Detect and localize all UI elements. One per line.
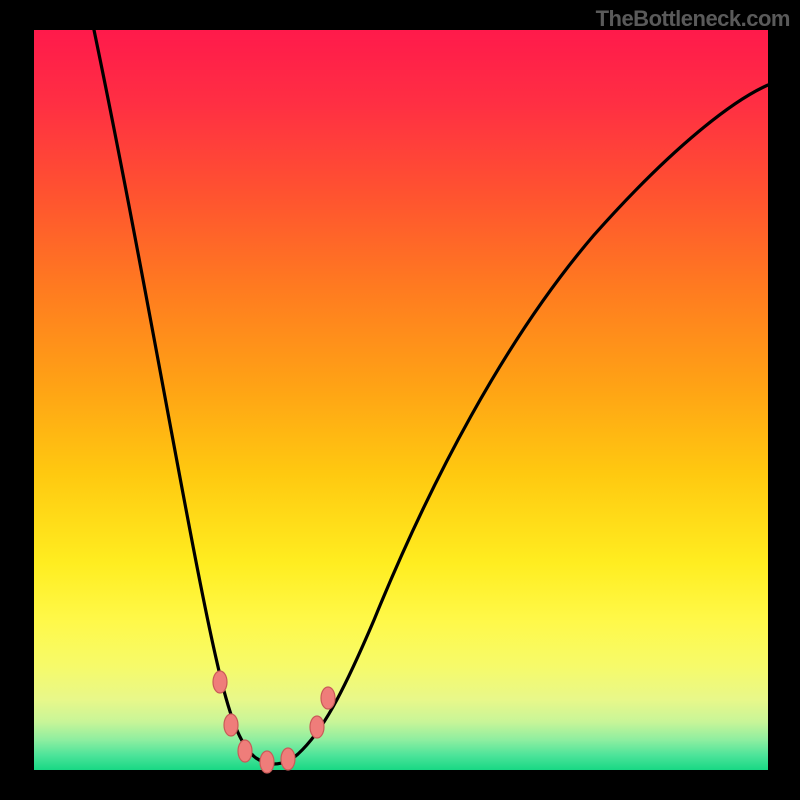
watermark-text: TheBottleneck.com [596, 6, 790, 32]
curve-marker [238, 740, 252, 762]
curve-marker [224, 714, 238, 736]
marker-group [213, 671, 335, 773]
curve-marker [310, 716, 324, 738]
curve-marker [213, 671, 227, 693]
curve-layer [34, 30, 768, 770]
plot-area [34, 30, 768, 770]
curve-marker [281, 748, 295, 770]
canvas: TheBottleneck.com [0, 0, 800, 800]
curve-right-branch [274, 85, 768, 764]
curve-left-branch [94, 30, 274, 764]
curve-marker [321, 687, 335, 709]
curve-marker [260, 751, 274, 773]
